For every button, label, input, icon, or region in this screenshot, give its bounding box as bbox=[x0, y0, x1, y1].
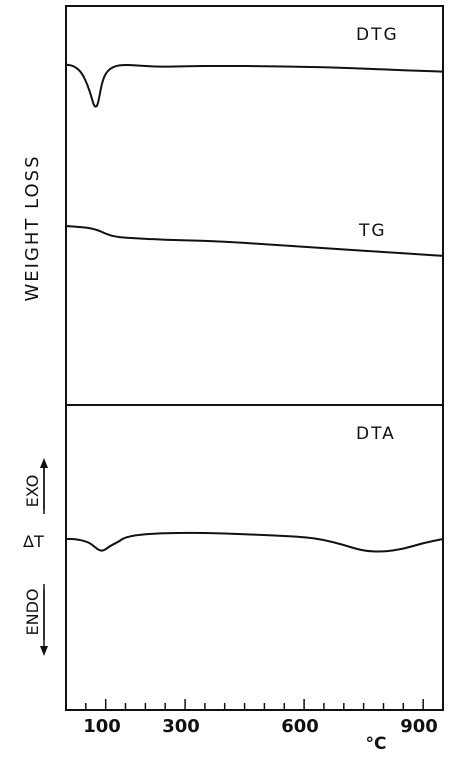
y-axis-label-exo: EXO bbox=[23, 475, 42, 508]
x-tick-label: 100 bbox=[83, 716, 121, 737]
tg-curve bbox=[65, 225, 444, 257]
plot-frame bbox=[65, 5, 444, 711]
dta-curve bbox=[65, 531, 444, 553]
x-tick-label: 600 bbox=[281, 716, 319, 737]
x-tick-label: 300 bbox=[162, 716, 200, 737]
dtg-curve bbox=[65, 63, 444, 108]
x-axis-ticks bbox=[85, 699, 424, 710]
endo-arrow-head bbox=[40, 646, 48, 656]
series-label-dtg: DTG bbox=[356, 25, 399, 45]
series-label-dta: DTA bbox=[356, 424, 396, 444]
y-axis-label-delta-t: ΔT bbox=[23, 532, 44, 551]
y-axis-label-weight-loss: WEIGHT LOSS bbox=[22, 154, 43, 301]
x-axis-unit: °C bbox=[366, 734, 387, 753]
x-tick-label: 900 bbox=[400, 716, 438, 737]
y-axis-label-endo: ENDO bbox=[23, 589, 42, 636]
series-label-tg: TG bbox=[358, 221, 387, 241]
exo-arrow-head bbox=[40, 458, 48, 468]
